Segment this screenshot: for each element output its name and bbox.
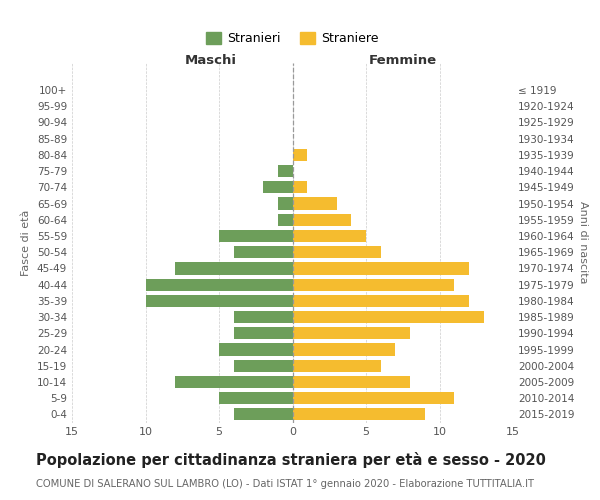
Bar xyxy=(219,392,293,404)
Bar xyxy=(293,246,381,258)
Text: Femmine: Femmine xyxy=(368,54,437,68)
Bar xyxy=(293,344,395,355)
Bar xyxy=(219,344,293,355)
Bar xyxy=(293,182,307,194)
Bar xyxy=(234,327,293,340)
Bar xyxy=(293,327,410,340)
Bar xyxy=(293,392,454,404)
Bar xyxy=(293,311,484,323)
Bar xyxy=(278,214,293,226)
Bar xyxy=(234,311,293,323)
Bar xyxy=(293,230,366,242)
Bar xyxy=(293,149,307,161)
Bar xyxy=(146,295,293,307)
Bar xyxy=(175,376,293,388)
Bar xyxy=(219,230,293,242)
Bar xyxy=(234,360,293,372)
Text: Maschi: Maschi xyxy=(185,54,237,68)
Bar xyxy=(278,165,293,177)
Bar xyxy=(293,262,469,274)
Text: COMUNE DI SALERANO SUL LAMBRO (LO) - Dati ISTAT 1° gennaio 2020 - Elaborazione T: COMUNE DI SALERANO SUL LAMBRO (LO) - Dat… xyxy=(36,479,534,489)
Bar xyxy=(146,278,293,290)
Bar xyxy=(175,262,293,274)
Bar xyxy=(293,360,381,372)
Bar xyxy=(263,182,293,194)
Bar xyxy=(293,408,425,420)
Bar xyxy=(293,214,352,226)
Bar xyxy=(293,295,469,307)
Bar xyxy=(234,246,293,258)
Y-axis label: Anni di nascita: Anni di nascita xyxy=(578,201,589,284)
Y-axis label: Fasce di età: Fasce di età xyxy=(22,210,31,276)
Legend: Stranieri, Straniere: Stranieri, Straniere xyxy=(202,28,383,50)
Bar xyxy=(278,198,293,209)
Bar xyxy=(293,198,337,209)
Bar xyxy=(234,408,293,420)
Bar xyxy=(293,278,454,290)
Text: Popolazione per cittadinanza straniera per età e sesso - 2020: Popolazione per cittadinanza straniera p… xyxy=(36,452,546,468)
Bar xyxy=(293,376,410,388)
